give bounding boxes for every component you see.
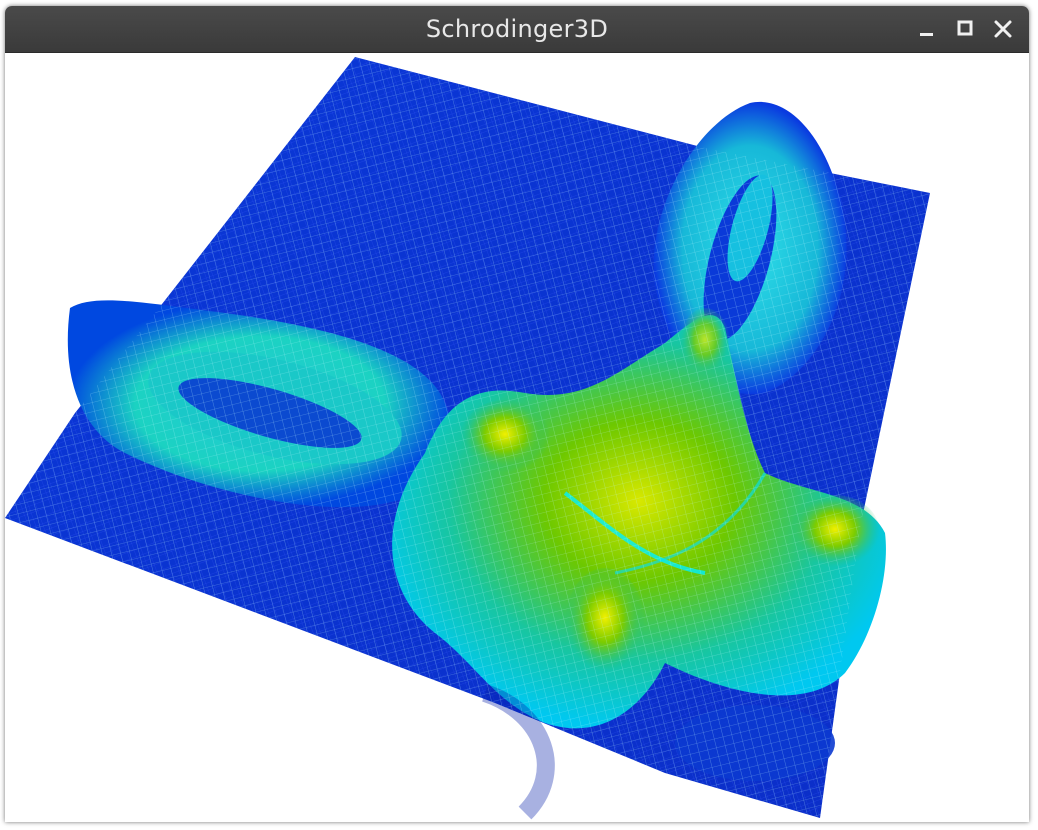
close-button[interactable] [991, 17, 1015, 41]
wavefunction-surface-plot [5, 57, 930, 820]
maximize-icon [957, 20, 973, 36]
window-title: Schrodinger3D [425, 15, 609, 43]
title-bar[interactable]: Schrodinger3D [5, 6, 1029, 53]
render-canvas[interactable] [5, 53, 1029, 822]
app-window: Schrodinger3D [5, 6, 1029, 822]
minimize-button[interactable] [915, 17, 939, 41]
close-icon [994, 20, 1012, 38]
minimize-icon [920, 33, 933, 36]
maximize-button[interactable] [953, 17, 977, 41]
